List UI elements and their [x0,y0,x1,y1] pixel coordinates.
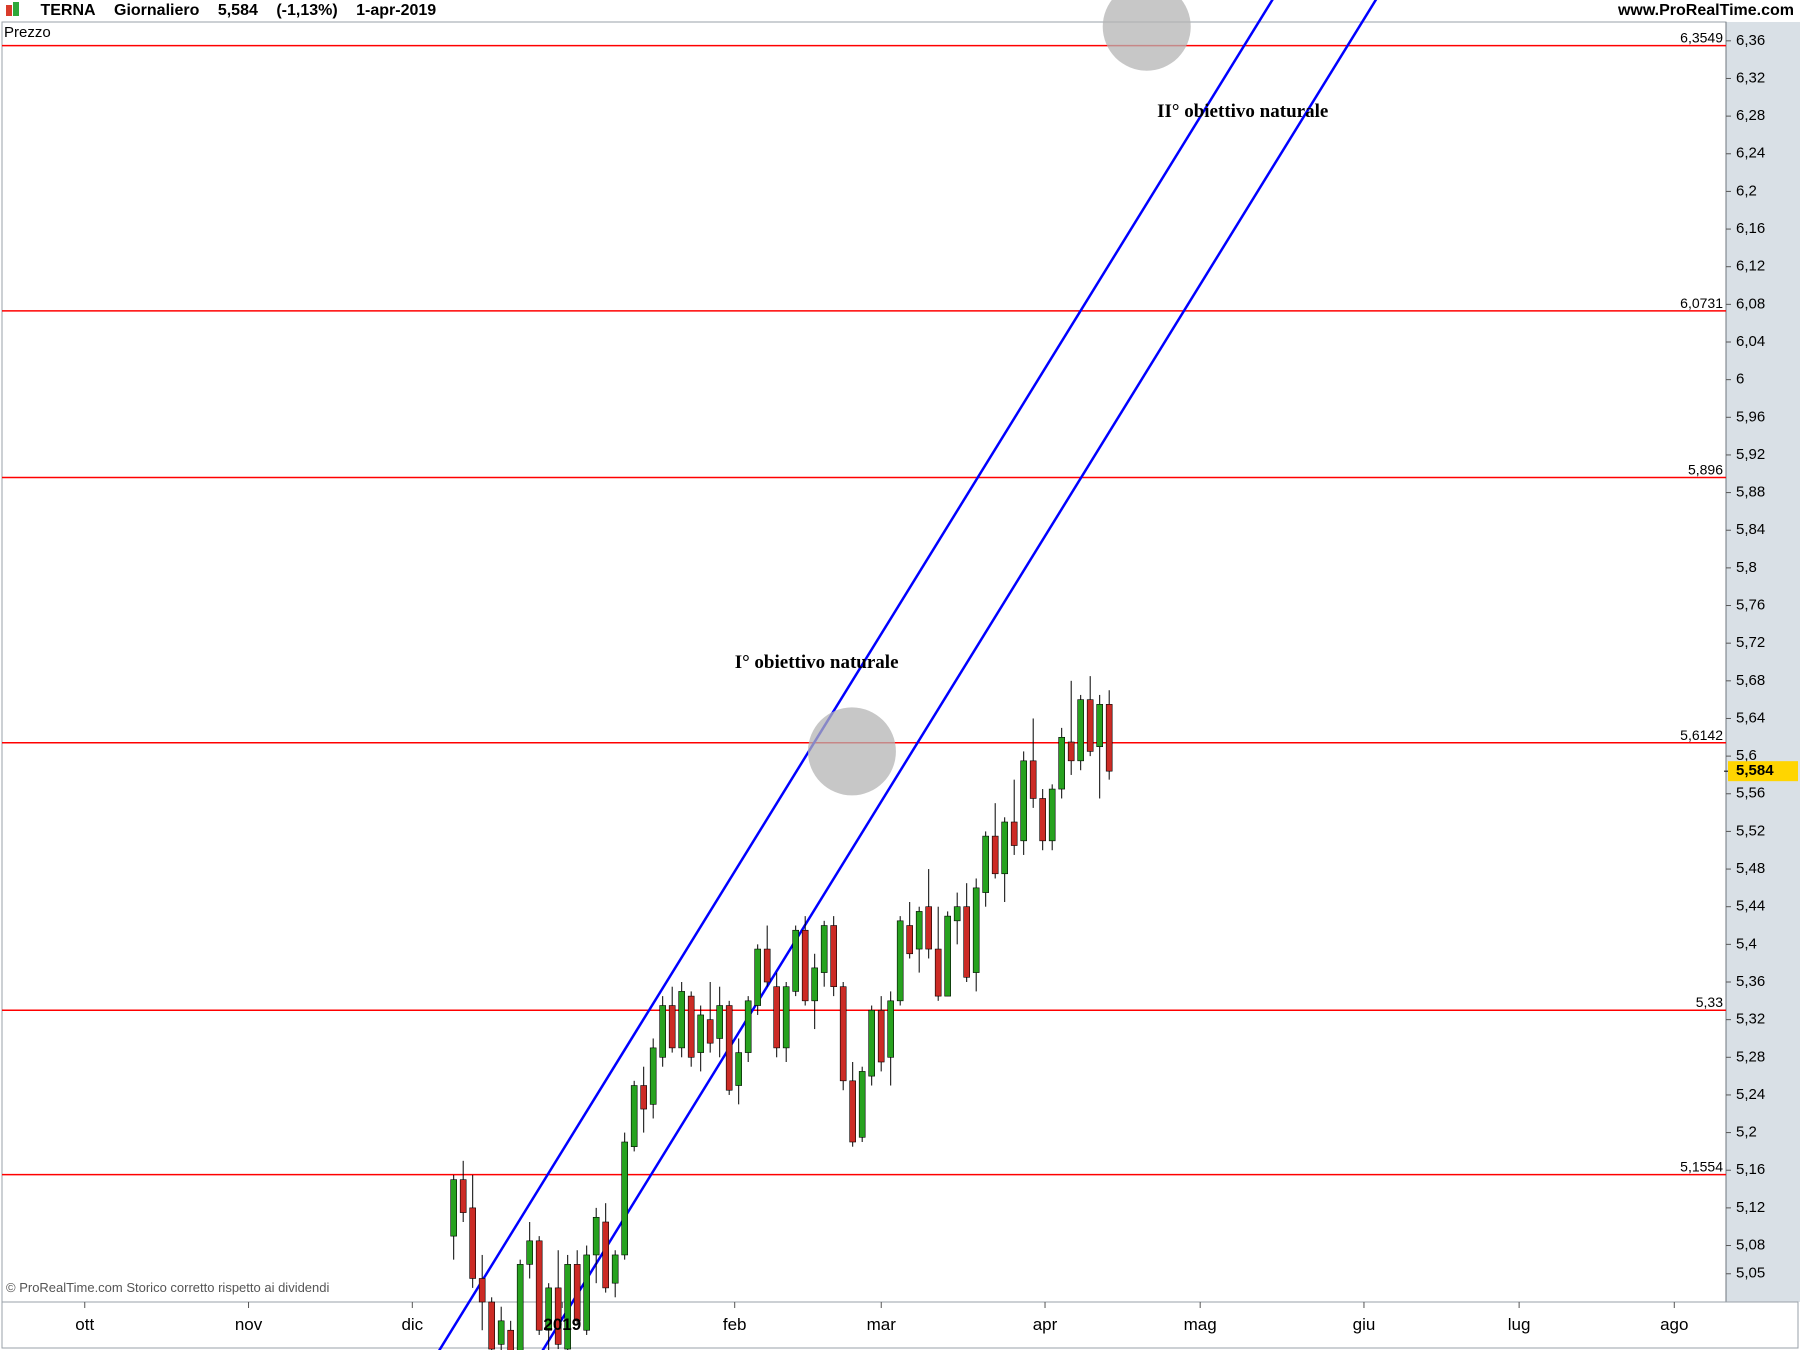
header-change: (-1,13%) [276,2,337,19]
svg-text:dic: dic [401,1315,423,1334]
svg-text:6,28: 6,28 [1736,107,1765,124]
svg-text:5,24: 5,24 [1736,1086,1765,1103]
svg-text:5,56: 5,56 [1736,785,1765,802]
svg-text:6,16: 6,16 [1736,220,1765,237]
svg-text:5,64: 5,64 [1736,709,1765,726]
svg-text:5,68: 5,68 [1736,672,1765,689]
svg-text:5,84: 5,84 [1736,521,1765,538]
svg-text:5,8: 5,8 [1736,559,1757,576]
svg-text:nov: nov [235,1315,263,1334]
chart-canvas[interactable]: 6,3549 6,0731 5,896 5,6142 5,33 5,1554 5,05 5,0… [0,0,1800,1350]
svg-text:giu: giu [1353,1315,1376,1334]
header-date: 1-apr-2019 [356,2,436,19]
svg-text:5,584: 5,584 [1736,762,1774,779]
svg-text:5,6142: 5,6142 [1680,727,1723,743]
copyright: © ProRealTime.com Storico corretto rispe… [6,1280,329,1295]
annotation-label: II° obiettivo naturale [1157,101,1328,123]
svg-text:5,33: 5,33 [1696,994,1723,1010]
svg-text:5,72: 5,72 [1736,634,1765,651]
ticker-name: TERNA [40,2,95,19]
svg-text:5,08: 5,08 [1736,1236,1765,1253]
svg-text:2019: 2019 [543,1315,581,1334]
svg-text:6,2: 6,2 [1736,182,1757,199]
timeframe-label: Giornaliero [114,2,199,19]
prezzo-label: Prezzo [4,24,51,41]
svg-text:5,12: 5,12 [1736,1199,1765,1216]
svg-text:6,04: 6,04 [1736,333,1765,350]
svg-text:5,28: 5,28 [1736,1048,1765,1065]
svg-text:5,36: 5,36 [1736,973,1765,990]
svg-text:5,48: 5,48 [1736,860,1765,877]
svg-text:apr: apr [1033,1315,1058,1334]
svg-text:5,32: 5,32 [1736,1011,1765,1028]
svg-text:6,32: 6,32 [1736,69,1765,86]
svg-text:5,16: 5,16 [1736,1161,1765,1178]
annotation-label: I° obiettivo naturale [735,652,899,674]
svg-text:6,0731: 6,0731 [1680,295,1723,311]
site-label: www.ProRealTime.com [1618,2,1794,19]
svg-text:6,3549: 6,3549 [1680,30,1723,46]
svg-text:5,52: 5,52 [1736,822,1765,839]
svg-text:5,76: 5,76 [1736,596,1765,613]
header-left: TERNA Giornaliero 5,584 (-1,13%) 1-apr-2… [6,2,450,21]
svg-text:6,36: 6,36 [1736,32,1765,49]
svg-text:5,88: 5,88 [1736,484,1765,501]
svg-text:mar: mar [867,1315,897,1334]
svg-text:6,24: 6,24 [1736,145,1765,162]
chart-header: TERNA Giornaliero 5,584 (-1,13%) 1-apr-2… [0,0,1800,22]
svg-text:6,12: 6,12 [1736,258,1765,275]
svg-text:5,92: 5,92 [1736,446,1765,463]
svg-text:lug: lug [1508,1315,1531,1334]
header-price: 5,584 [218,2,258,19]
svg-text:5,05: 5,05 [1736,1265,1765,1282]
svg-text:5,896: 5,896 [1688,462,1723,478]
ticker-icon [6,2,20,21]
svg-text:feb: feb [723,1315,747,1334]
svg-text:5,96: 5,96 [1736,408,1765,425]
header-right: www.ProRealTime.com [1618,2,1794,20]
svg-text:ago: ago [1660,1315,1688,1334]
svg-text:6,08: 6,08 [1736,295,1765,312]
svg-text:5,1554: 5,1554 [1680,1159,1723,1175]
svg-text:5,4: 5,4 [1736,935,1757,952]
svg-text:5,44: 5,44 [1736,898,1765,915]
svg-text:6: 6 [1736,371,1744,388]
svg-text:5,2: 5,2 [1736,1124,1757,1141]
svg-text:ott: ott [75,1315,94,1334]
svg-text:mag: mag [1184,1315,1217,1334]
